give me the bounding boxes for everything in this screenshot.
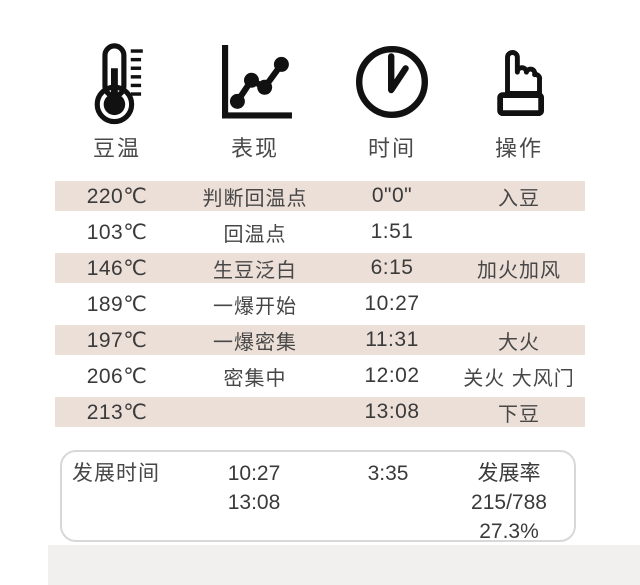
table-row: 220℃ 判断回温点 0"0" 入豆 (55, 178, 585, 214)
column-label-temp: 豆温 (92, 136, 141, 161)
cell-time: 12:02 (364, 364, 420, 387)
table-header: 豆温 表现 时间 (55, 0, 585, 162)
cell-temp: 220℃ (86, 184, 148, 208)
roast-log-table: 豆温 表现 时间 (55, 0, 585, 543)
cell-action: 加火加风 (477, 259, 561, 282)
header-time: 时间 (331, 40, 453, 162)
development-duration: 3:35 (367, 462, 409, 485)
cell-time: 6:15 (370, 256, 414, 279)
table-row: 189℃ 一爆开始 10:27 (55, 286, 585, 322)
cell-action: 下豆 (498, 403, 540, 426)
thermometer-icon (74, 40, 160, 125)
table-row: 213℃ 13:08 下豆 (55, 394, 585, 430)
rate-percent: 27.3% (479, 520, 539, 543)
clock-icon (352, 40, 432, 124)
cell-behavior: 回温点 (223, 223, 287, 246)
rate-label: 发展率 (477, 462, 541, 485)
page-background-strip (48, 545, 640, 585)
header-behavior: 表现 (179, 40, 331, 162)
cell-behavior: 一爆密集 (213, 331, 297, 354)
cell-behavior: 密集中 (223, 367, 287, 390)
cell-temp: 189℃ (86, 292, 148, 316)
cell-temp: 197℃ (86, 328, 148, 352)
pointing-hand-icon (478, 40, 560, 124)
dev-time-label: 发展时间 (72, 462, 160, 485)
column-label-behavior: 表现 (230, 136, 279, 161)
cell-behavior: 生豆泛白 (213, 259, 297, 282)
cell-temp: 146℃ (86, 256, 148, 280)
development-rate: 发展率 215/788 27.3% (448, 459, 570, 546)
cell-behavior: 一爆开始 (213, 295, 297, 318)
cell-temp: 213℃ (86, 400, 148, 424)
drop-time: 13:08 (227, 491, 281, 514)
cell-time: 1:51 (370, 220, 414, 243)
cell-time: 13:08 (364, 400, 420, 423)
table-row: 206℃ 密集中 12:02 关火 大风门 (55, 358, 585, 394)
cell-action: 入豆 (498, 187, 540, 210)
table-row: 103℃ 回温点 1:51 (55, 214, 585, 250)
first-crack-time: 10:27 (227, 462, 281, 485)
cell-time: 11:31 (365, 328, 419, 351)
table-row: 197℃ 一爆密集 11:31 大火 (55, 322, 585, 358)
cell-time: 0"0" (371, 184, 413, 207)
cell-temp: 103℃ (86, 220, 148, 244)
column-label-time: 时间 (367, 136, 416, 161)
table-row: 146℃ 生豆泛白 6:15 加火加风 (55, 250, 585, 286)
dev-time-values: 10:27 13:08 (180, 459, 328, 546)
cell-behavior: 判断回温点 (202, 187, 308, 210)
header-temp: 豆温 (55, 40, 179, 162)
cell-action: 大火 (498, 331, 540, 354)
line-chart-icon (211, 40, 299, 124)
table-body: 220℃ 判断回温点 0"0" 入豆 103℃ 回温点 1:51 146℃ 生豆… (55, 178, 585, 430)
cell-temp: 206℃ (86, 364, 148, 388)
column-label-action: 操作 (494, 136, 543, 161)
cell-action: 关火 大风门 (463, 367, 575, 390)
development-summary-box: 发展时间 10:27 13:08 3:35 发展率 215/788 27.3% (60, 450, 576, 543)
rate-fraction: 215/788 (471, 491, 547, 514)
cell-time: 10:27 (364, 292, 420, 315)
header-action: 操作 (453, 40, 585, 162)
